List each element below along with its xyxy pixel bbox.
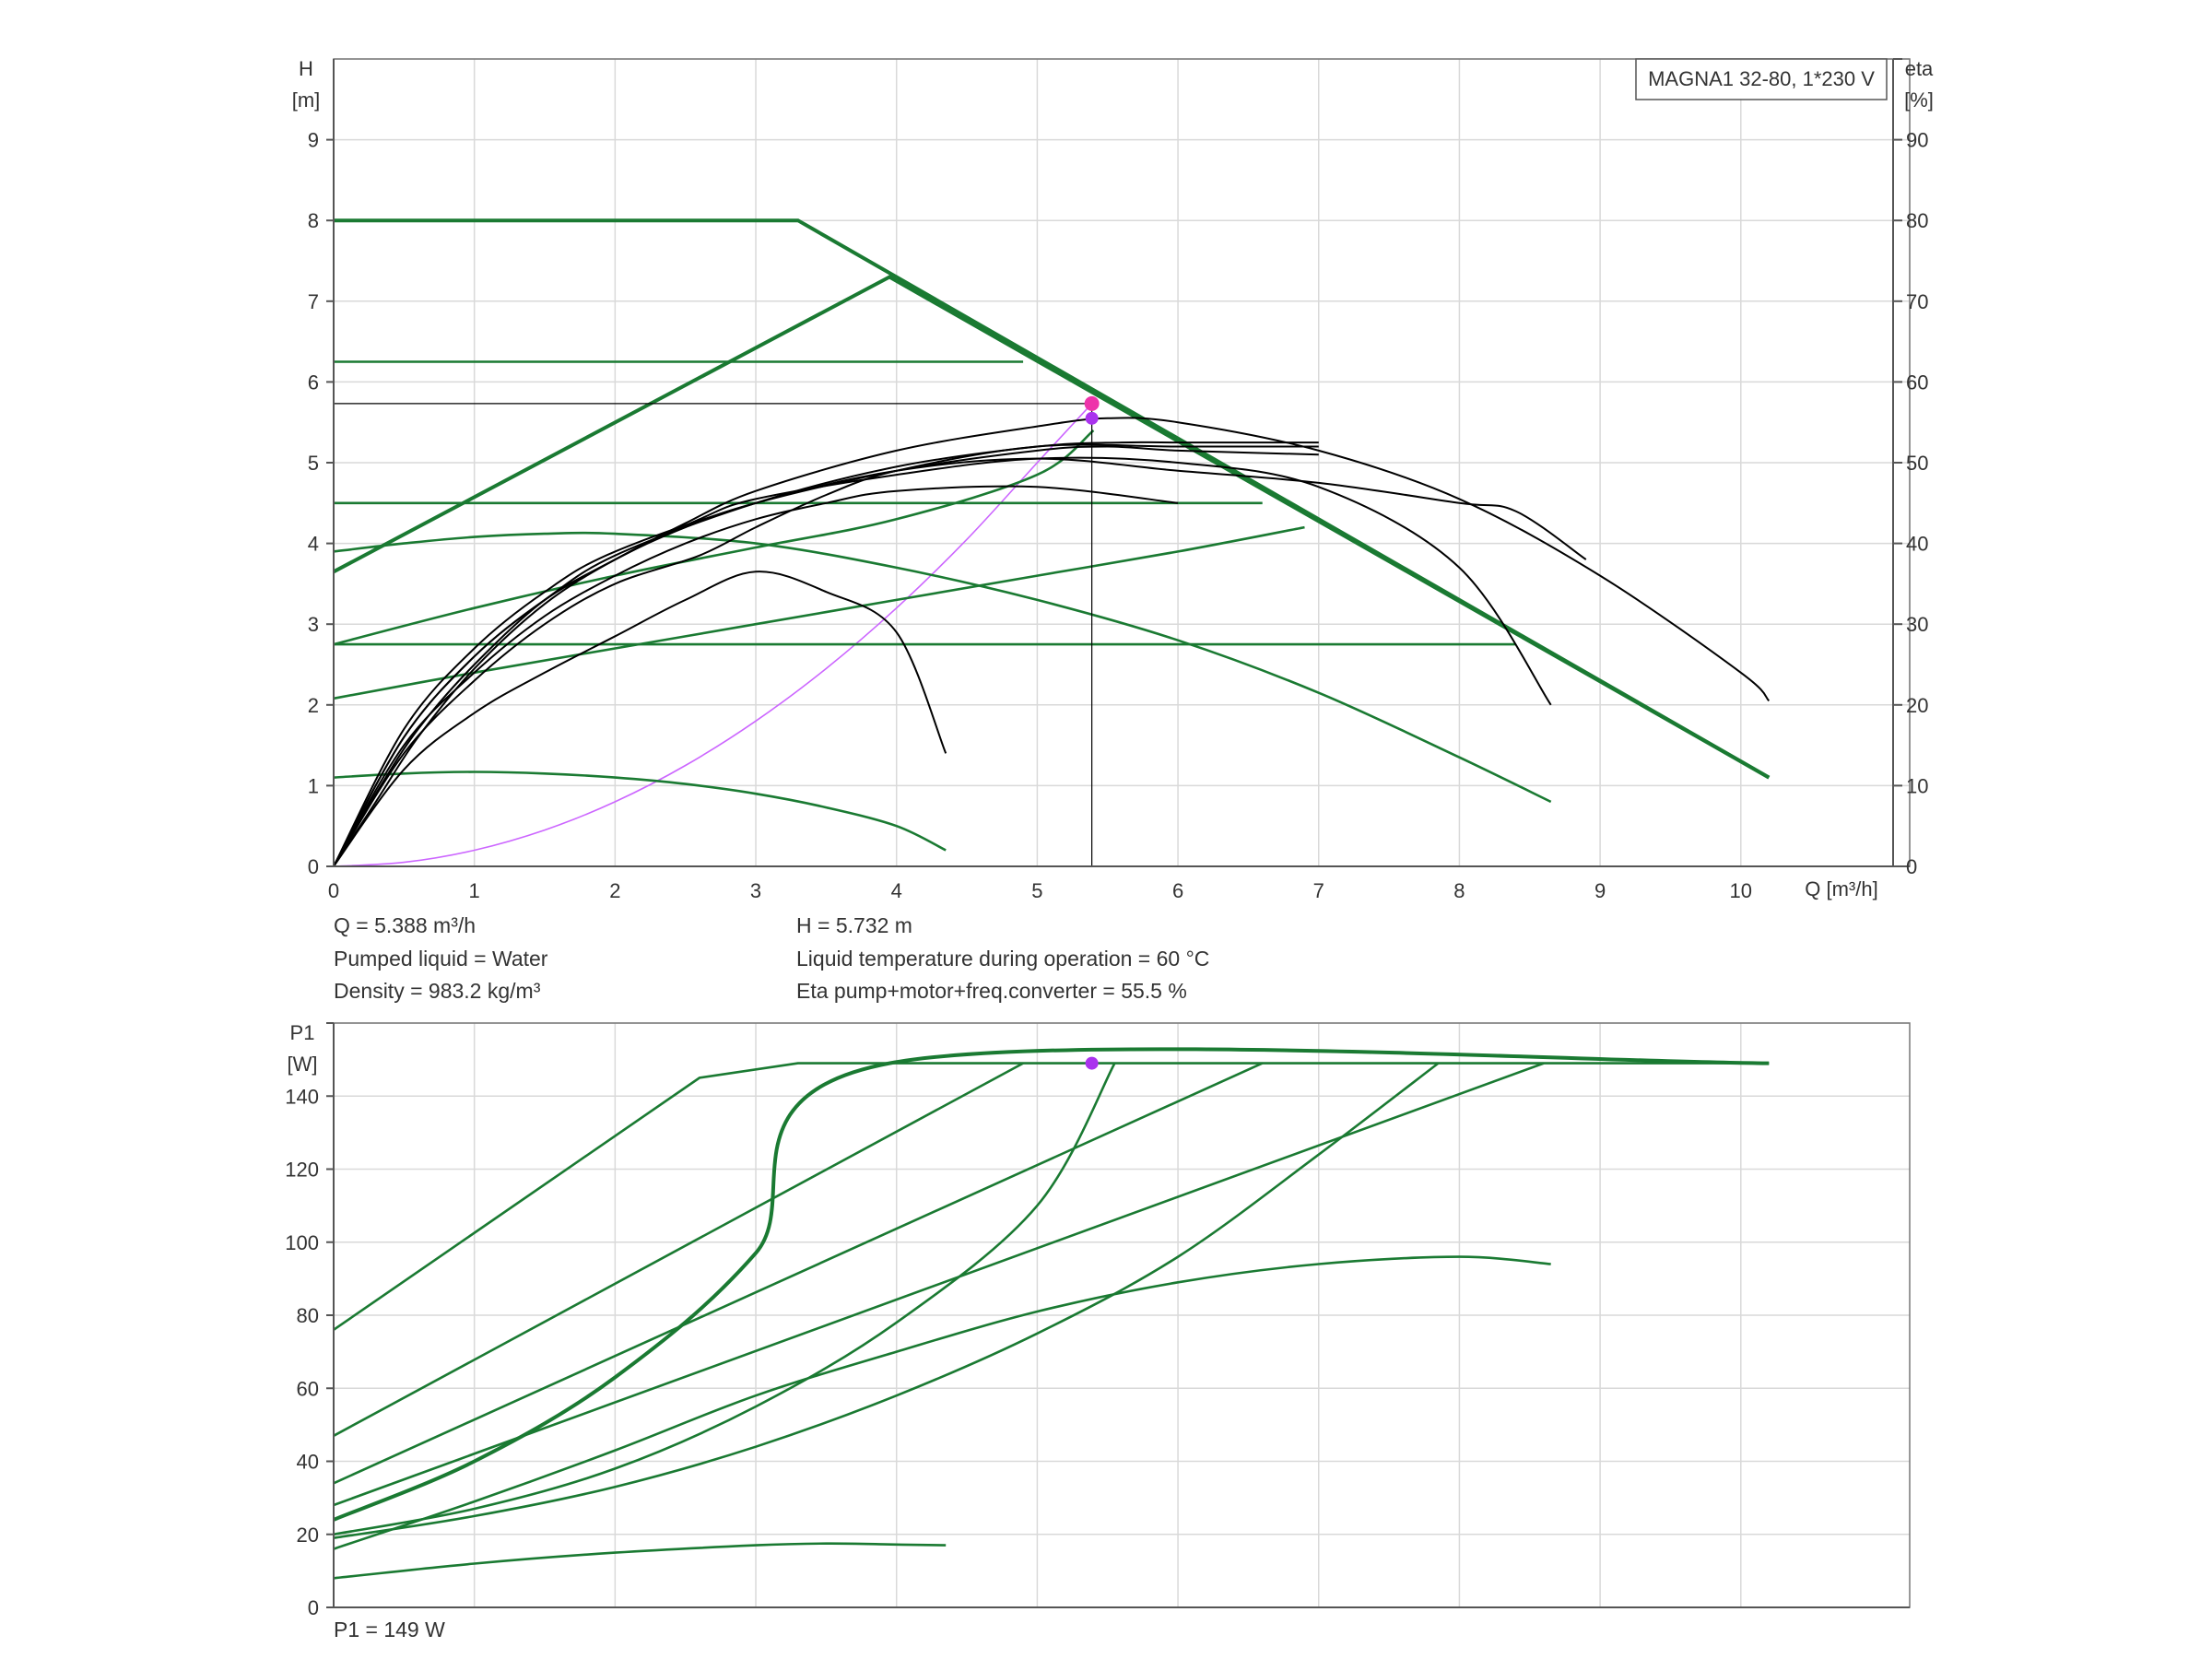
p1-tick-label: 60: [297, 1377, 319, 1400]
power-chart: 0 20 40 60 80 100 120 140 P1 [W]: [285, 1021, 1911, 1619]
p1-tick-label: 40: [297, 1451, 319, 1474]
legend-label: MAGNA1 32-80, 1*230 V: [1648, 67, 1875, 90]
power-curves: [333, 1047, 1770, 1580]
efficiency-curve: [333, 571, 947, 867]
p1-tick-label: 80: [297, 1304, 319, 1327]
x-tick-label: 9: [1594, 879, 1606, 902]
head-curve: [333, 771, 947, 852]
y-tick-label: 1: [308, 774, 319, 797]
p1-tick-label: 140: [285, 1085, 319, 1108]
y2-tick-label: 60: [1906, 371, 1928, 394]
head-curve: [333, 429, 1095, 646]
y2-tick-label: 70: [1906, 290, 1928, 313]
p1-axis-title-line2: [W]: [288, 1053, 318, 1076]
y-tick-label: 2: [308, 694, 319, 717]
y-tick-label: 6: [308, 371, 319, 394]
y-tick-label: 3: [308, 613, 319, 636]
power-curve: [333, 1062, 1024, 1437]
x-tick-label: 6: [1172, 879, 1183, 902]
power-curve: [333, 1542, 947, 1580]
power-chart-grid: [333, 1022, 1910, 1608]
y2-tick-label: 90: [1906, 129, 1928, 152]
power-curve: [333, 1255, 1551, 1550]
y2-tick-label: 30: [1906, 613, 1928, 636]
y2-tick-label: 50: [1906, 452, 1928, 475]
y-tick-label: 4: [308, 533, 319, 556]
system-curve: [333, 403, 1093, 867]
x-tick-label: 5: [1031, 879, 1042, 902]
x-axis-title: Q [m³/h]: [1805, 877, 1877, 900]
info-q: Q = 5.388 m³/h: [334, 913, 476, 937]
info-density: Density = 983.2 kg/m³: [334, 979, 541, 1003]
p1-tick-label: 120: [285, 1159, 319, 1182]
duty-points: [1084, 395, 1100, 425]
p1-tick-label: 20: [297, 1524, 319, 1547]
power-curve: [333, 1062, 1116, 1536]
duty-point-efficiency-marker: [1085, 411, 1099, 425]
y-tick-label: 0: [308, 855, 319, 878]
y-tick-label: 9: [308, 129, 319, 152]
info-eta: Eta pump+motor+freq.converter = 55.5 %: [796, 979, 1187, 1003]
power-curve: [333, 1062, 1770, 1331]
head-chart: 0 1 2 3 4 5 6 7 8 9 100123456789010203040506070809…: [292, 57, 1934, 902]
y2-tick-label: 0: [1906, 855, 1917, 878]
power-curve: [333, 1062, 1440, 1539]
efficiency-curve: [333, 417, 1771, 867]
duty-point-power-marker: [1085, 1056, 1099, 1070]
y-tick-label: 7: [308, 290, 319, 313]
power-curve: [333, 1062, 1264, 1485]
efficiency-curve: [333, 445, 1319, 867]
head-curve: [333, 525, 1305, 700]
y2-tick-label: 20: [1906, 694, 1928, 717]
info-h: H = 5.732 m: [796, 913, 912, 937]
y-tick-label: 5: [308, 452, 319, 475]
head-curve: [333, 275, 1771, 780]
head-curve: [333, 531, 1552, 804]
x-tick-label: 1: [469, 879, 480, 902]
x-tick-label: 2: [609, 879, 620, 902]
efficiency-curve: [333, 485, 1179, 867]
legend-box: [1635, 58, 1888, 100]
y2-tick-label: 40: [1906, 533, 1928, 556]
p1-tick-label: 100: [285, 1231, 319, 1254]
x-tick-label: 7: [1313, 879, 1324, 902]
y-axis-title-line2: [m]: [292, 88, 321, 112]
y2-tick-label: 80: [1906, 209, 1928, 232]
y2-tick-label: 10: [1906, 774, 1928, 797]
info-p1: P1 = 149 W: [334, 1618, 445, 1641]
y2-axis-title-line1: eta: [1905, 57, 1934, 80]
power-duty-point: [1085, 1056, 1099, 1070]
info-temperature: Liquid temperature during operation = 60…: [796, 947, 1209, 971]
p1-axis-title-line1: P1: [290, 1021, 315, 1044]
power-curve: [333, 1047, 1770, 1522]
duty-reference-lines: [334, 403, 1093, 866]
x-tick-label: 4: [891, 879, 902, 902]
duty-point-head-marker: [1084, 395, 1100, 411]
info-liquid: Pumped liquid = Water: [334, 947, 548, 971]
y2-axis-title-line2: [%]: [1904, 88, 1934, 112]
power-chart-tick-labels: 0 20 40 60 80 100 120 140: [285, 1022, 334, 1619]
x-tick-label: 8: [1453, 879, 1465, 902]
y-tick-label: 8: [308, 209, 319, 232]
x-tick-label: 3: [750, 879, 761, 902]
duty-info: Q = 5.388 m³/h Pumped liquid = Water Den…: [334, 913, 1209, 1003]
head-chart-grid: [333, 58, 1911, 867]
head-curves: [333, 218, 1771, 852]
p1-tick-label: 0: [308, 1596, 319, 1619]
system-curve-line: [333, 403, 1093, 867]
x-tick-label: 0: [328, 879, 339, 902]
x-tick-label: 10: [1730, 879, 1752, 902]
y-axis-title-line1: H: [299, 57, 313, 80]
head-chart-tick-labels: 0 1 2 3 4 5 6 7 8 9 100123456789010203040506070809…: [308, 58, 1928, 902]
